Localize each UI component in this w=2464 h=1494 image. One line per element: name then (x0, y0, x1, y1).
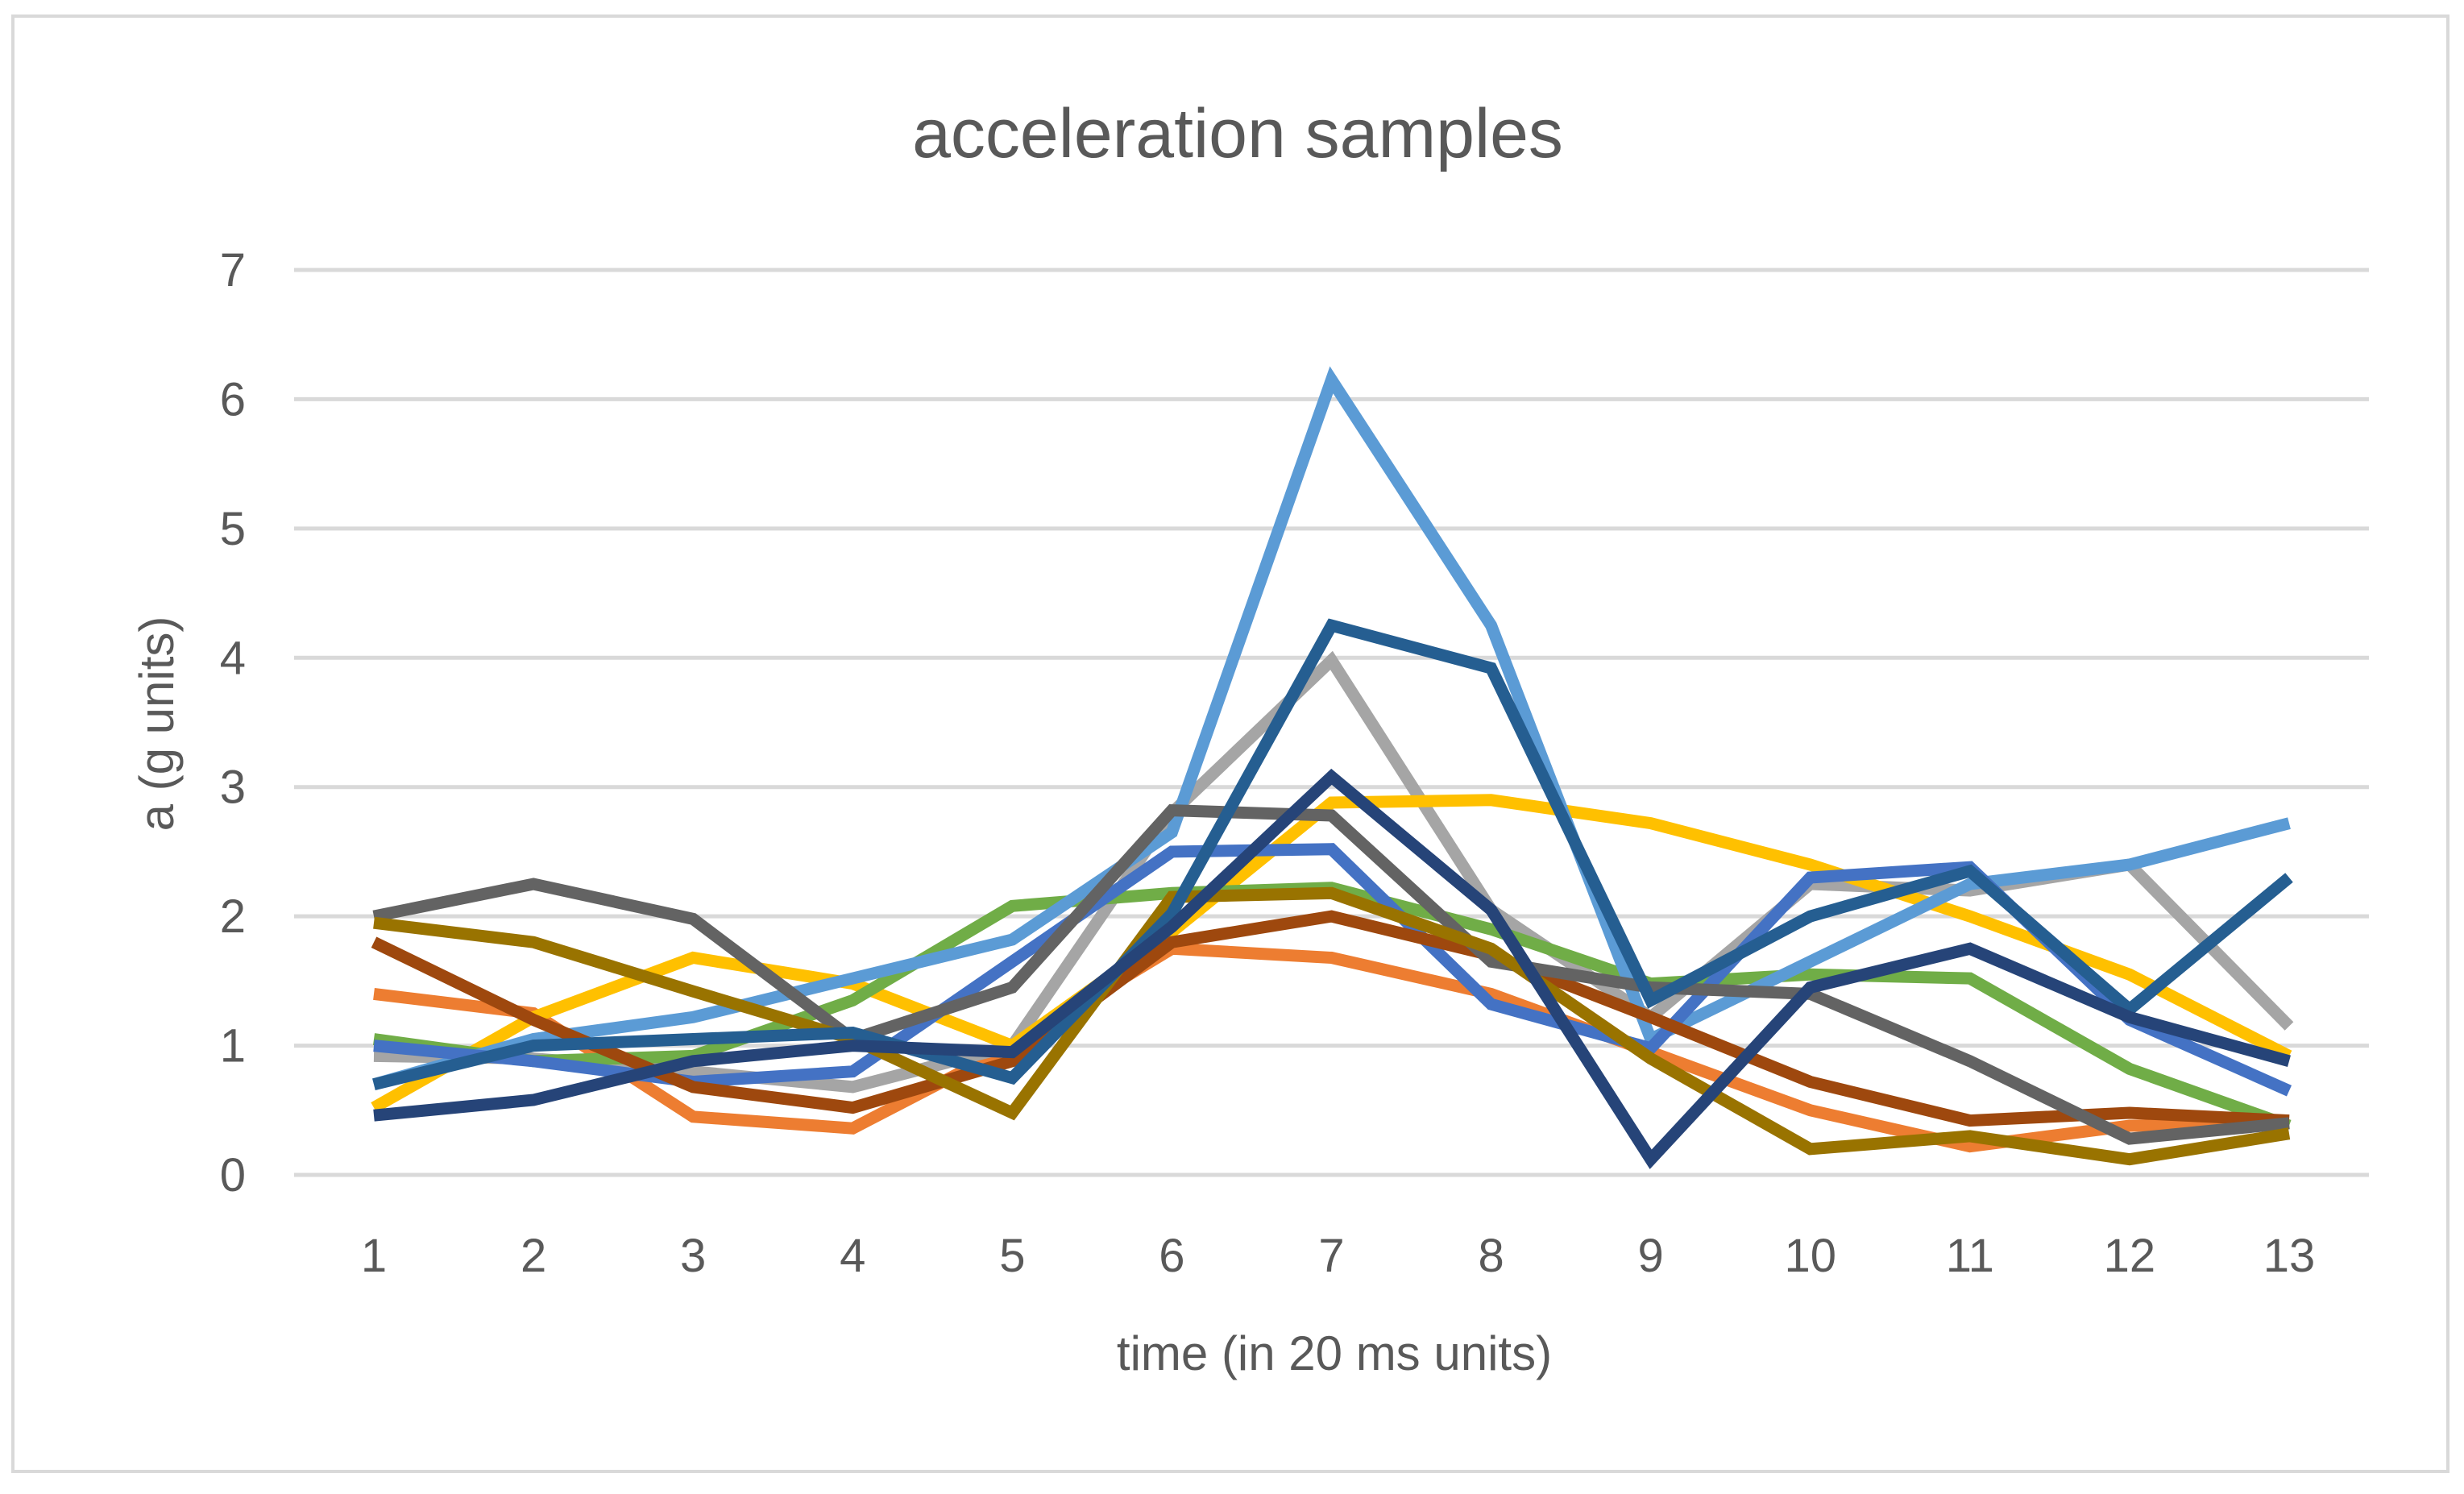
series-5-line (371, 366, 2291, 1090)
x-tick-labels: 1 2 3 4 5 6 7 8 9 10 11 12 13 (361, 1230, 2315, 1282)
series-1-line (373, 942, 2290, 1153)
x-tick-label-7: 7 (1318, 1230, 1344, 1282)
y-tick-label-3: 3 (220, 762, 246, 814)
x-tick-label-12: 12 (2104, 1230, 2156, 1282)
x-axis-label: time (in 20 ms units) (1117, 1326, 1552, 1380)
x-tick-label-9: 9 (1638, 1230, 1664, 1282)
x-tick-label-13: 13 (2263, 1230, 2316, 1282)
x-tick-label-1: 1 (361, 1230, 387, 1282)
series-7-line (371, 910, 2290, 1127)
x-tick-label-10: 10 (1784, 1230, 1836, 1282)
y-tick-label-1: 1 (220, 1020, 246, 1073)
chart-frame (11, 15, 2449, 1473)
x-tick-label-3: 3 (680, 1230, 706, 1282)
y-tick-labels: 0 1 2 3 4 5 6 7 (220, 244, 246, 1201)
x-tick-label-5: 5 (999, 1230, 1025, 1282)
x-tick-label-11: 11 (1946, 1230, 1994, 1282)
x-tick-label-4: 4 (840, 1230, 865, 1282)
y-tick-label-0: 0 (220, 1149, 246, 1201)
series-lines (371, 366, 2294, 1169)
series-3-line (371, 794, 2292, 1114)
series-8-line (372, 803, 2290, 1145)
chart-title: acceleration samples (912, 95, 1563, 172)
y-tick-label-5: 5 (220, 503, 246, 555)
y-tick-label-4: 4 (220, 632, 246, 684)
x-tick-label-6: 6 (1159, 1230, 1184, 1282)
y-tick-label-7: 7 (220, 244, 246, 297)
y-axis-label: a (g units) (130, 616, 184, 832)
y-tick-label-6: 6 (220, 373, 246, 425)
y-tick-label-2: 2 (220, 890, 246, 943)
series-11-line (373, 768, 2291, 1169)
series-10-line (372, 618, 2293, 1090)
series-9-line (373, 886, 2291, 1166)
x-tick-label-8: 8 (1478, 1230, 1504, 1282)
x-tick-label-2: 2 (521, 1230, 546, 1282)
